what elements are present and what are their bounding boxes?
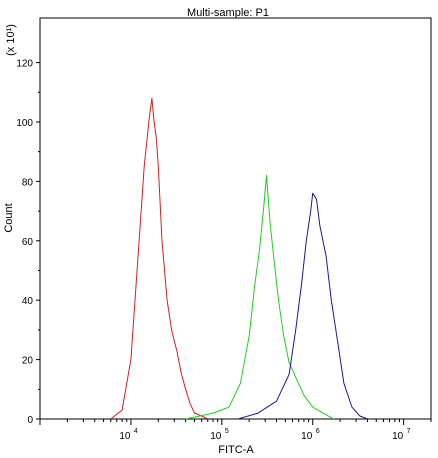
x-tick-label: 10 — [119, 431, 131, 442]
x-tick-exponent: 6 — [316, 428, 320, 435]
x-tick-label: 10 — [301, 431, 313, 442]
x-axis-label: FITC-A — [218, 444, 254, 456]
x-tick-label: 10 — [210, 431, 222, 442]
x-tick-exponent: 7 — [407, 428, 411, 435]
y-axis-ticks: 0 20 40 60 80 100 120 — [16, 59, 40, 426]
series-line-3 — [237, 192, 368, 420]
series-line-1 — [110, 97, 208, 420]
x-tick-exponent: 4 — [134, 428, 138, 435]
series-layer — [110, 97, 368, 420]
y-tick-label: 100 — [16, 118, 33, 129]
chart-title: Multi-sample: P1 — [187, 7, 269, 19]
x-tick-exponent: 5 — [225, 428, 229, 435]
y-tick-label: 20 — [22, 356, 34, 367]
y-multiplier-label: (x 10¹) — [5, 24, 17, 56]
plot-frame — [39, 17, 432, 420]
y-tick-label: 0 — [27, 415, 33, 426]
series-line-2 — [185, 174, 334, 420]
y-tick-label: 60 — [22, 237, 34, 248]
y-tick-label: 120 — [16, 59, 33, 70]
y-tick-label: 40 — [22, 296, 34, 307]
x-axis-ticks: 10 4 10 5 10 6 10 7 — [39, 419, 432, 442]
y-tick-label: 80 — [22, 177, 34, 188]
y-axis-label: Count — [3, 203, 15, 232]
x-tick-label: 10 — [392, 431, 404, 442]
